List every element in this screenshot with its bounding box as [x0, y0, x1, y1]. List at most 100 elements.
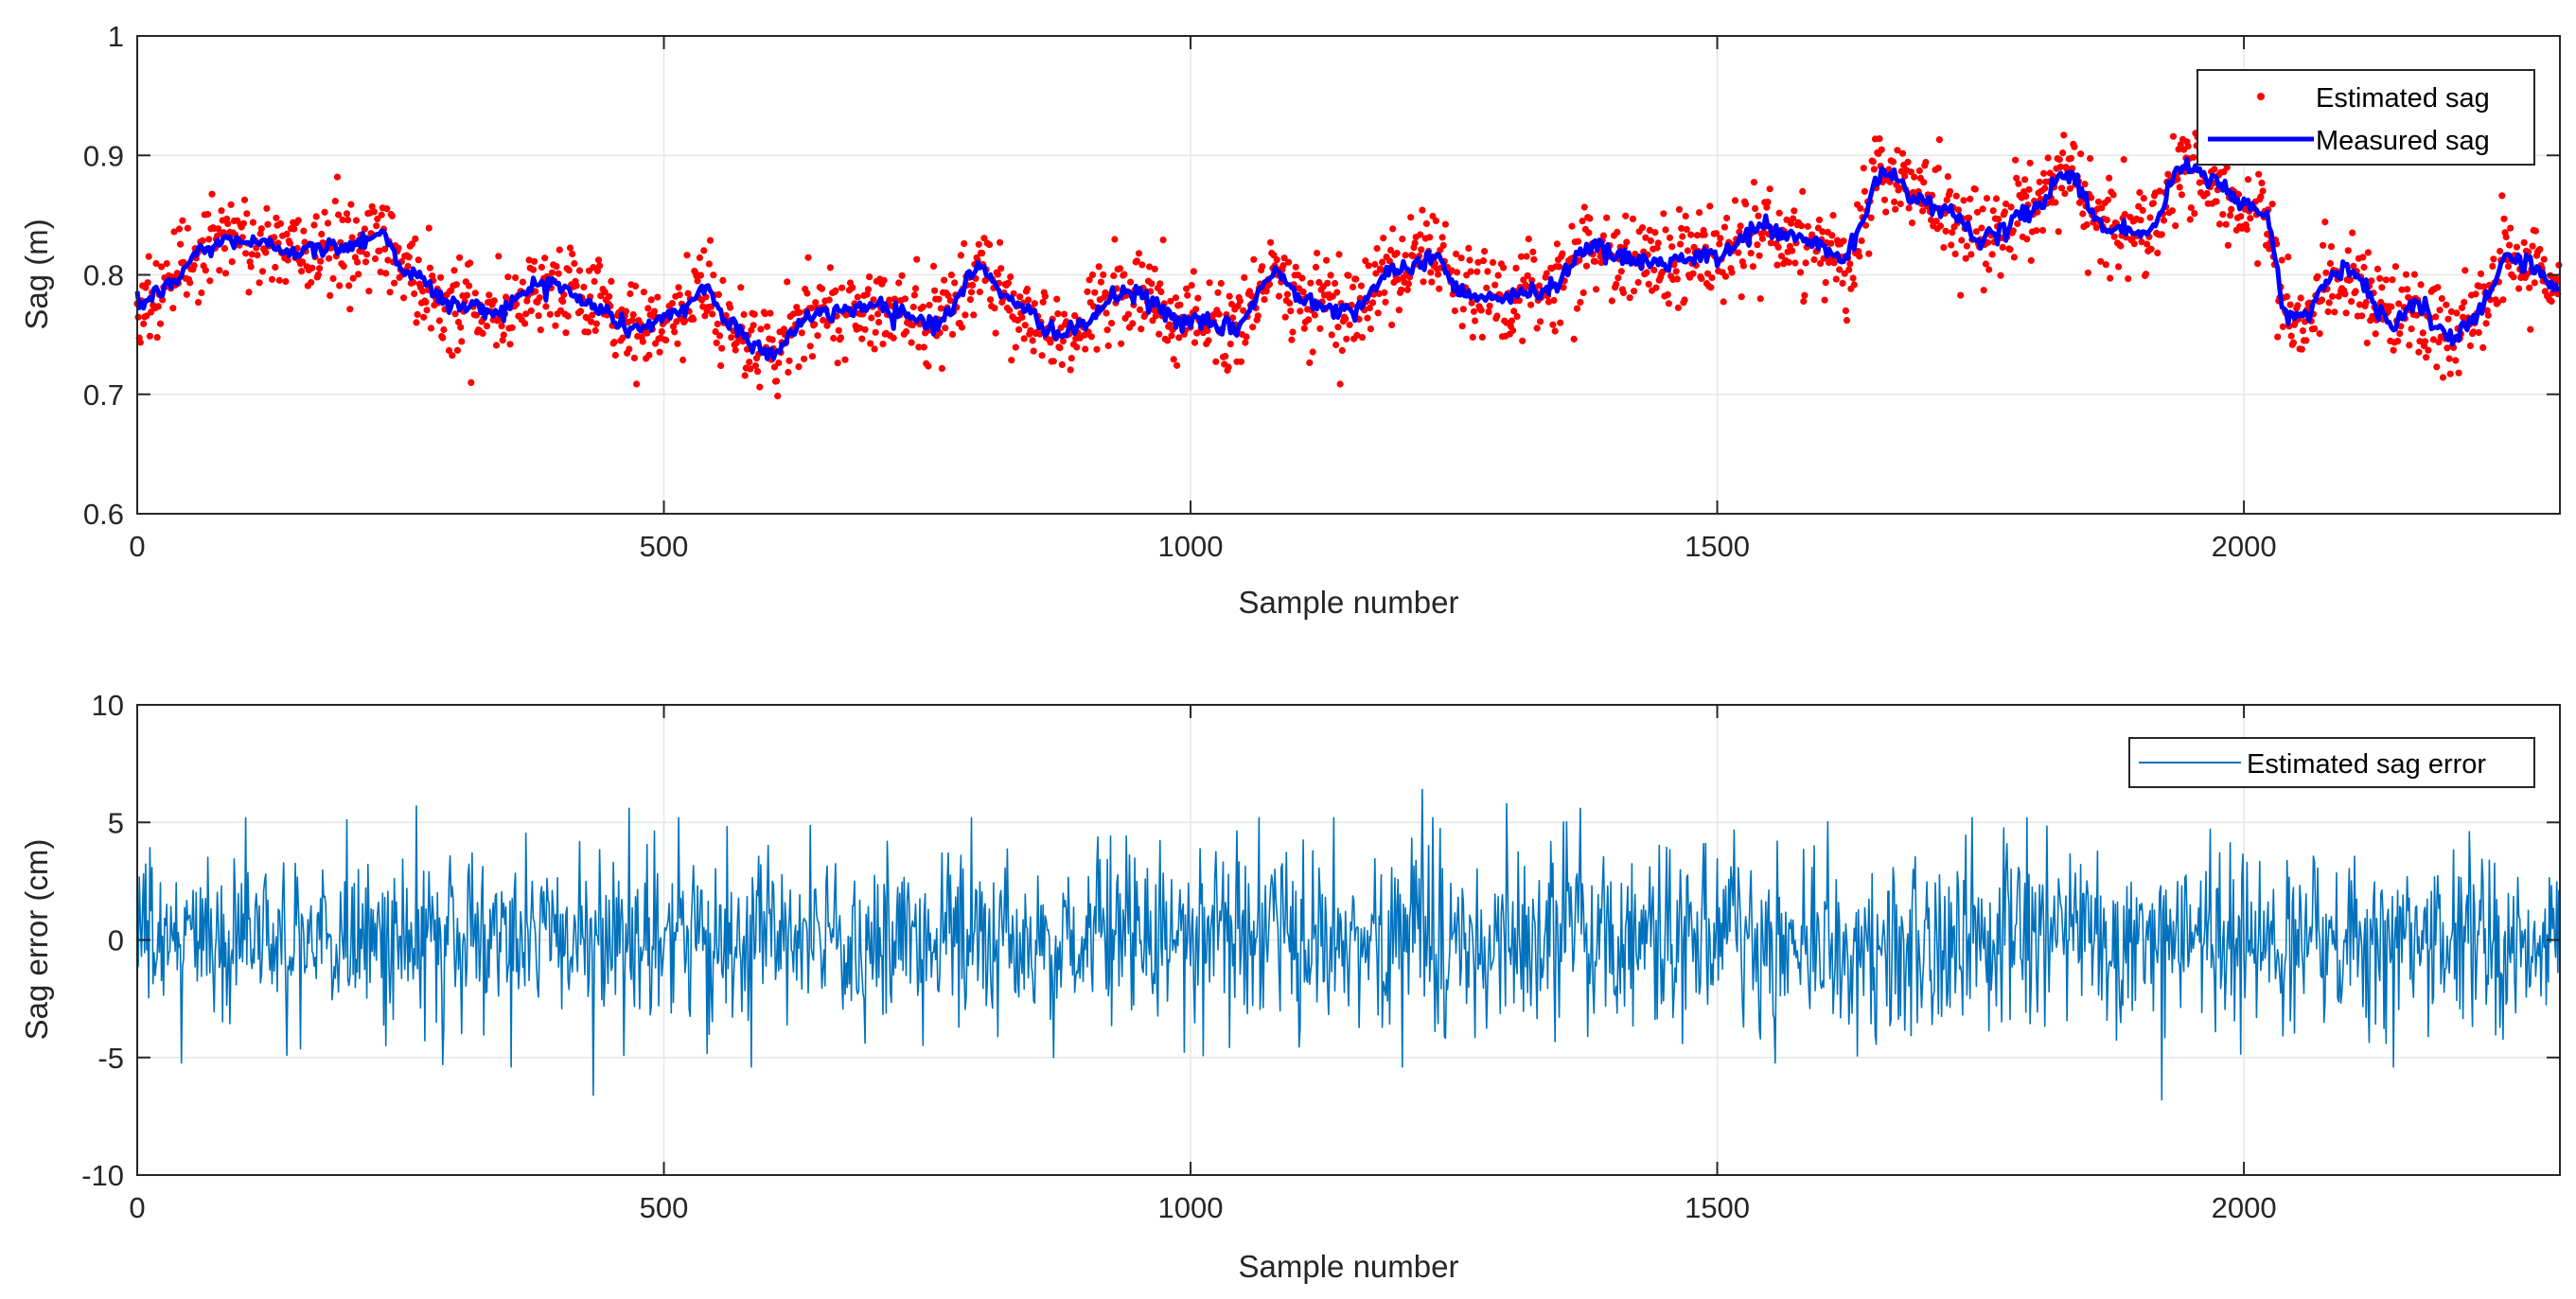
estimated-sag-dot [2482, 320, 2490, 327]
estimated-sag-dot [1678, 224, 1685, 232]
estimated-sag-dot [153, 334, 161, 342]
estimated-sag-dot [2529, 242, 2536, 250]
estimated-sag-dot [1530, 255, 1538, 263]
estimated-sag-dot [382, 270, 390, 277]
y-tick-label: 0.9 [83, 139, 124, 172]
estimated-sag-dot [1458, 323, 1466, 330]
estimated-sag-dot [1932, 218, 1940, 225]
estimated-sag-dot [697, 272, 705, 279]
sag-error-chart-y-axis-title: Sag error (cm) [19, 839, 54, 1041]
estimated-sag-dot [1008, 357, 1015, 364]
estimated-sag-dot [1958, 237, 1966, 244]
estimated-sag-dot [195, 299, 203, 307]
estimated-sag-dot [2318, 296, 2326, 304]
estimated-sag-dot [370, 208, 378, 216]
estimated-sag-dot [750, 322, 757, 329]
estimated-sag-dot [710, 272, 717, 279]
estimated-sag-dot [1029, 337, 1036, 344]
estimated-sag-dot [2322, 269, 2330, 276]
estimated-sag-dot [1957, 291, 1965, 299]
estimated-sag-dot [1358, 334, 1367, 342]
estimated-sag-dot [2461, 267, 2469, 274]
estimated-sag-error-line [136, 788, 2560, 1101]
estimated-sag-dot [806, 342, 814, 350]
estimated-sag-dot [1591, 257, 1599, 265]
estimated-sag-dot [1865, 250, 1873, 257]
estimated-sag-dot [1477, 307, 1485, 314]
estimated-sag-dot [1801, 291, 1808, 299]
estimated-sag-dot [472, 311, 480, 319]
estimated-sag-dot [1448, 267, 1456, 274]
estimated-sag-dot [1551, 327, 1559, 335]
estimated-sag-dot [2002, 200, 2010, 208]
estimated-sag-dot [2060, 132, 2068, 139]
estimated-sag-dot [966, 296, 974, 304]
estimated-sag-dot [795, 363, 803, 371]
estimated-sag-dot [796, 308, 803, 316]
estimated-sag-dot [2452, 357, 2460, 364]
estimated-sag-dot [1404, 280, 1412, 288]
estimated-sag-dot [2506, 241, 2514, 249]
estimated-sag-dot [812, 299, 820, 307]
estimated-sag-dot [1810, 255, 1818, 264]
estimated-sag-dot [508, 324, 516, 331]
estimated-sag-dot [1915, 167, 1923, 175]
estimated-sag-dot [2079, 210, 2087, 218]
estimated-sag-dot [1166, 321, 1173, 328]
sag-chart-y-axis-title: Sag (m) [19, 219, 54, 329]
estimated-sag-dot [134, 313, 142, 321]
estimated-sag-dot [258, 268, 267, 275]
estimated-sag-dot [537, 326, 544, 334]
estimated-sag-dot [1904, 158, 1912, 166]
estimated-sag-dot [1345, 272, 1352, 279]
estimated-sag-dot [1836, 266, 1844, 273]
estimated-sag-dot [498, 323, 505, 330]
estimated-sag-dot [1796, 269, 1805, 276]
estimated-sag-dot [1573, 305, 1581, 312]
estimated-sag-dot [1184, 291, 1191, 299]
estimated-sag-dot [1664, 290, 1671, 298]
estimated-sag-dot [741, 372, 749, 379]
estimated-sag-dot [2015, 180, 2022, 187]
estimated-sag-dot [1427, 269, 1435, 276]
estimated-sag-dot [2504, 263, 2513, 271]
estimated-sag-dot [1619, 289, 1628, 297]
estimated-sag-dot [412, 235, 419, 242]
estimated-sag-dot [872, 328, 879, 336]
estimated-sag-dot [1840, 237, 1847, 245]
estimated-sag-dot [454, 318, 463, 326]
estimated-sag-dot [2228, 205, 2235, 213]
estimated-sag-dot [2497, 247, 2504, 255]
legend-estimated-sag-marker [2257, 93, 2265, 100]
estimated-sag-dot [2136, 188, 2144, 197]
estimated-sag-dot [1698, 274, 1705, 283]
estimated-sag-dot [522, 310, 530, 318]
estimated-sag-dot [941, 276, 948, 284]
estimated-sag-dot [908, 339, 915, 346]
x-tick-label: 0 [129, 530, 145, 563]
estimated-sag-dot [727, 304, 734, 311]
estimated-sag-dot [2052, 199, 2059, 206]
estimated-sag-dot [1366, 305, 1373, 312]
estimated-sag-dot [2147, 245, 2155, 253]
estimated-sag-dot [1985, 266, 1993, 273]
estimated-sag-dot [1717, 235, 1724, 242]
estimated-sag-dot [1576, 256, 1583, 264]
estimated-sag-dot [858, 335, 866, 342]
estimated-sag-dot [895, 279, 903, 287]
estimated-sag-dot [1372, 270, 1380, 277]
x-tick-label: 2000 [2212, 530, 2277, 563]
estimated-sag-dot [1791, 259, 1799, 267]
estimated-sag-dot [2362, 299, 2370, 307]
estimated-sag-dot [1004, 279, 1013, 287]
estimated-sag-dot [1025, 296, 1032, 304]
estimated-sag-dot [245, 289, 253, 296]
estimated-sag-dot [902, 328, 910, 336]
estimated-sag-dot [854, 293, 861, 301]
estimated-sag-dot [2224, 241, 2232, 249]
estimated-sag-dot [1234, 302, 1242, 310]
estimated-sag-dot [2038, 226, 2047, 235]
estimated-sag-dot [1402, 252, 1409, 259]
estimated-sag-dot [1791, 207, 1798, 215]
estimated-sag-dot [1438, 234, 1446, 241]
